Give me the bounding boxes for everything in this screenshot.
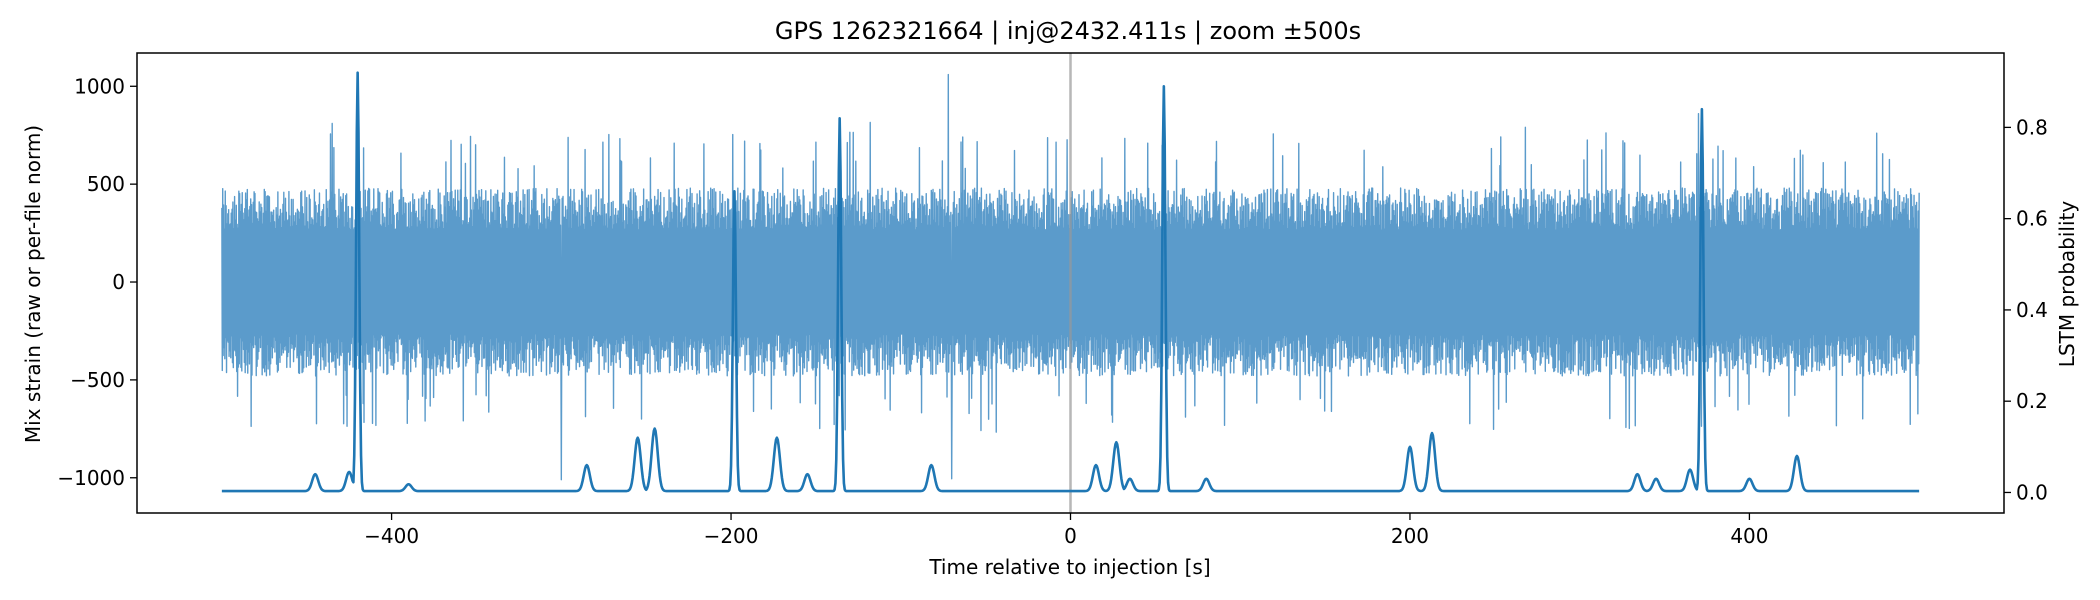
probability-series-line (221, 71, 1920, 493)
y-left-tick-label: 500 (87, 172, 125, 196)
chart-title: GPS 1262321664 | inj@2432.411s | zoom ±5… (775, 17, 1361, 45)
x-tick-label: 200 (1391, 524, 1429, 548)
x-tick-label: 400 (1730, 524, 1768, 548)
y-right-tick-label: 0.8 (2016, 115, 2048, 139)
y-left-axis-label: Mix strain (raw or per-file norm) (21, 125, 45, 443)
y-right-tick-label: 0.6 (2016, 207, 2048, 231)
plot-area (221, 53, 1920, 513)
x-tick-label: −200 (704, 524, 759, 548)
y-right-tick-label: 0.4 (2016, 298, 2048, 322)
y-left-tick-label: −1000 (57, 466, 125, 490)
x-tick-label: 0 (1064, 524, 1077, 548)
y-right-axis-ticks: 0.0 0.2 0.4 0.6 0.8 (2004, 115, 2048, 504)
x-axis-label: Time relative to injection [s] (928, 555, 1210, 579)
y-right-axis-label: LSTM probability (2055, 201, 2079, 368)
y-right-tick-label: 0.2 (2016, 389, 2048, 413)
y-left-axis-ticks: −1000 −500 0 500 1000 (57, 74, 137, 490)
x-axis-ticks: −400 −200 0 200 400 (364, 513, 1769, 548)
y-right-tick-label: 0.0 (2016, 480, 2048, 504)
x-tick-label: −400 (364, 524, 419, 548)
y-left-tick-label: 1000 (74, 74, 125, 98)
y-left-tick-label: −500 (70, 368, 125, 392)
y-left-tick-label: 0 (112, 270, 125, 294)
